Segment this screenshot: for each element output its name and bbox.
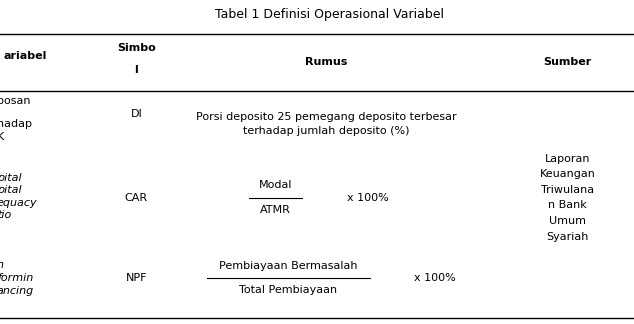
Text: l: l bbox=[134, 65, 138, 75]
Text: Sumber: Sumber bbox=[543, 57, 592, 67]
Text: Triwulana: Triwulana bbox=[541, 185, 594, 195]
Text: n Bank: n Bank bbox=[548, 201, 587, 210]
Text: tio: tio bbox=[0, 211, 11, 220]
Text: formin: formin bbox=[0, 273, 33, 283]
Text: Umum: Umum bbox=[549, 216, 586, 226]
Text: ancing: ancing bbox=[0, 286, 34, 296]
Text: Simbo: Simbo bbox=[117, 43, 156, 53]
Text: Keuangan: Keuangan bbox=[540, 169, 595, 179]
Text: n: n bbox=[0, 260, 4, 270]
Text: equacy: equacy bbox=[0, 198, 37, 207]
Text: Porsi deposito 25 pemegang deposito terbesar
terhadap jumlah deposito (%): Porsi deposito 25 pemegang deposito terb… bbox=[196, 112, 457, 135]
Text: hadap: hadap bbox=[0, 119, 32, 129]
Text: pital: pital bbox=[0, 173, 22, 183]
Text: pital: pital bbox=[0, 185, 22, 194]
Text: Tabel 1 Definisi Operasional Variabel: Tabel 1 Definisi Operasional Variabel bbox=[215, 8, 444, 21]
Text: K: K bbox=[0, 132, 4, 142]
Text: DI: DI bbox=[131, 109, 142, 119]
Text: Syariah: Syariah bbox=[547, 232, 588, 241]
Text: x 100%: x 100% bbox=[347, 193, 389, 202]
Text: ariabel: ariabel bbox=[3, 51, 46, 61]
Text: Rumus: Rumus bbox=[306, 57, 347, 67]
Text: Pembiayaan Bermasalah: Pembiayaan Bermasalah bbox=[219, 260, 358, 271]
Text: Laporan: Laporan bbox=[545, 154, 590, 164]
Text: CAR: CAR bbox=[125, 193, 148, 202]
Text: posan: posan bbox=[0, 96, 30, 106]
Text: Modal: Modal bbox=[259, 180, 292, 190]
Text: NPF: NPF bbox=[126, 273, 147, 283]
Text: Total Pembiayaan: Total Pembiayaan bbox=[240, 285, 337, 295]
Text: ATMR: ATMR bbox=[261, 205, 291, 215]
Text: x 100%: x 100% bbox=[414, 273, 456, 283]
